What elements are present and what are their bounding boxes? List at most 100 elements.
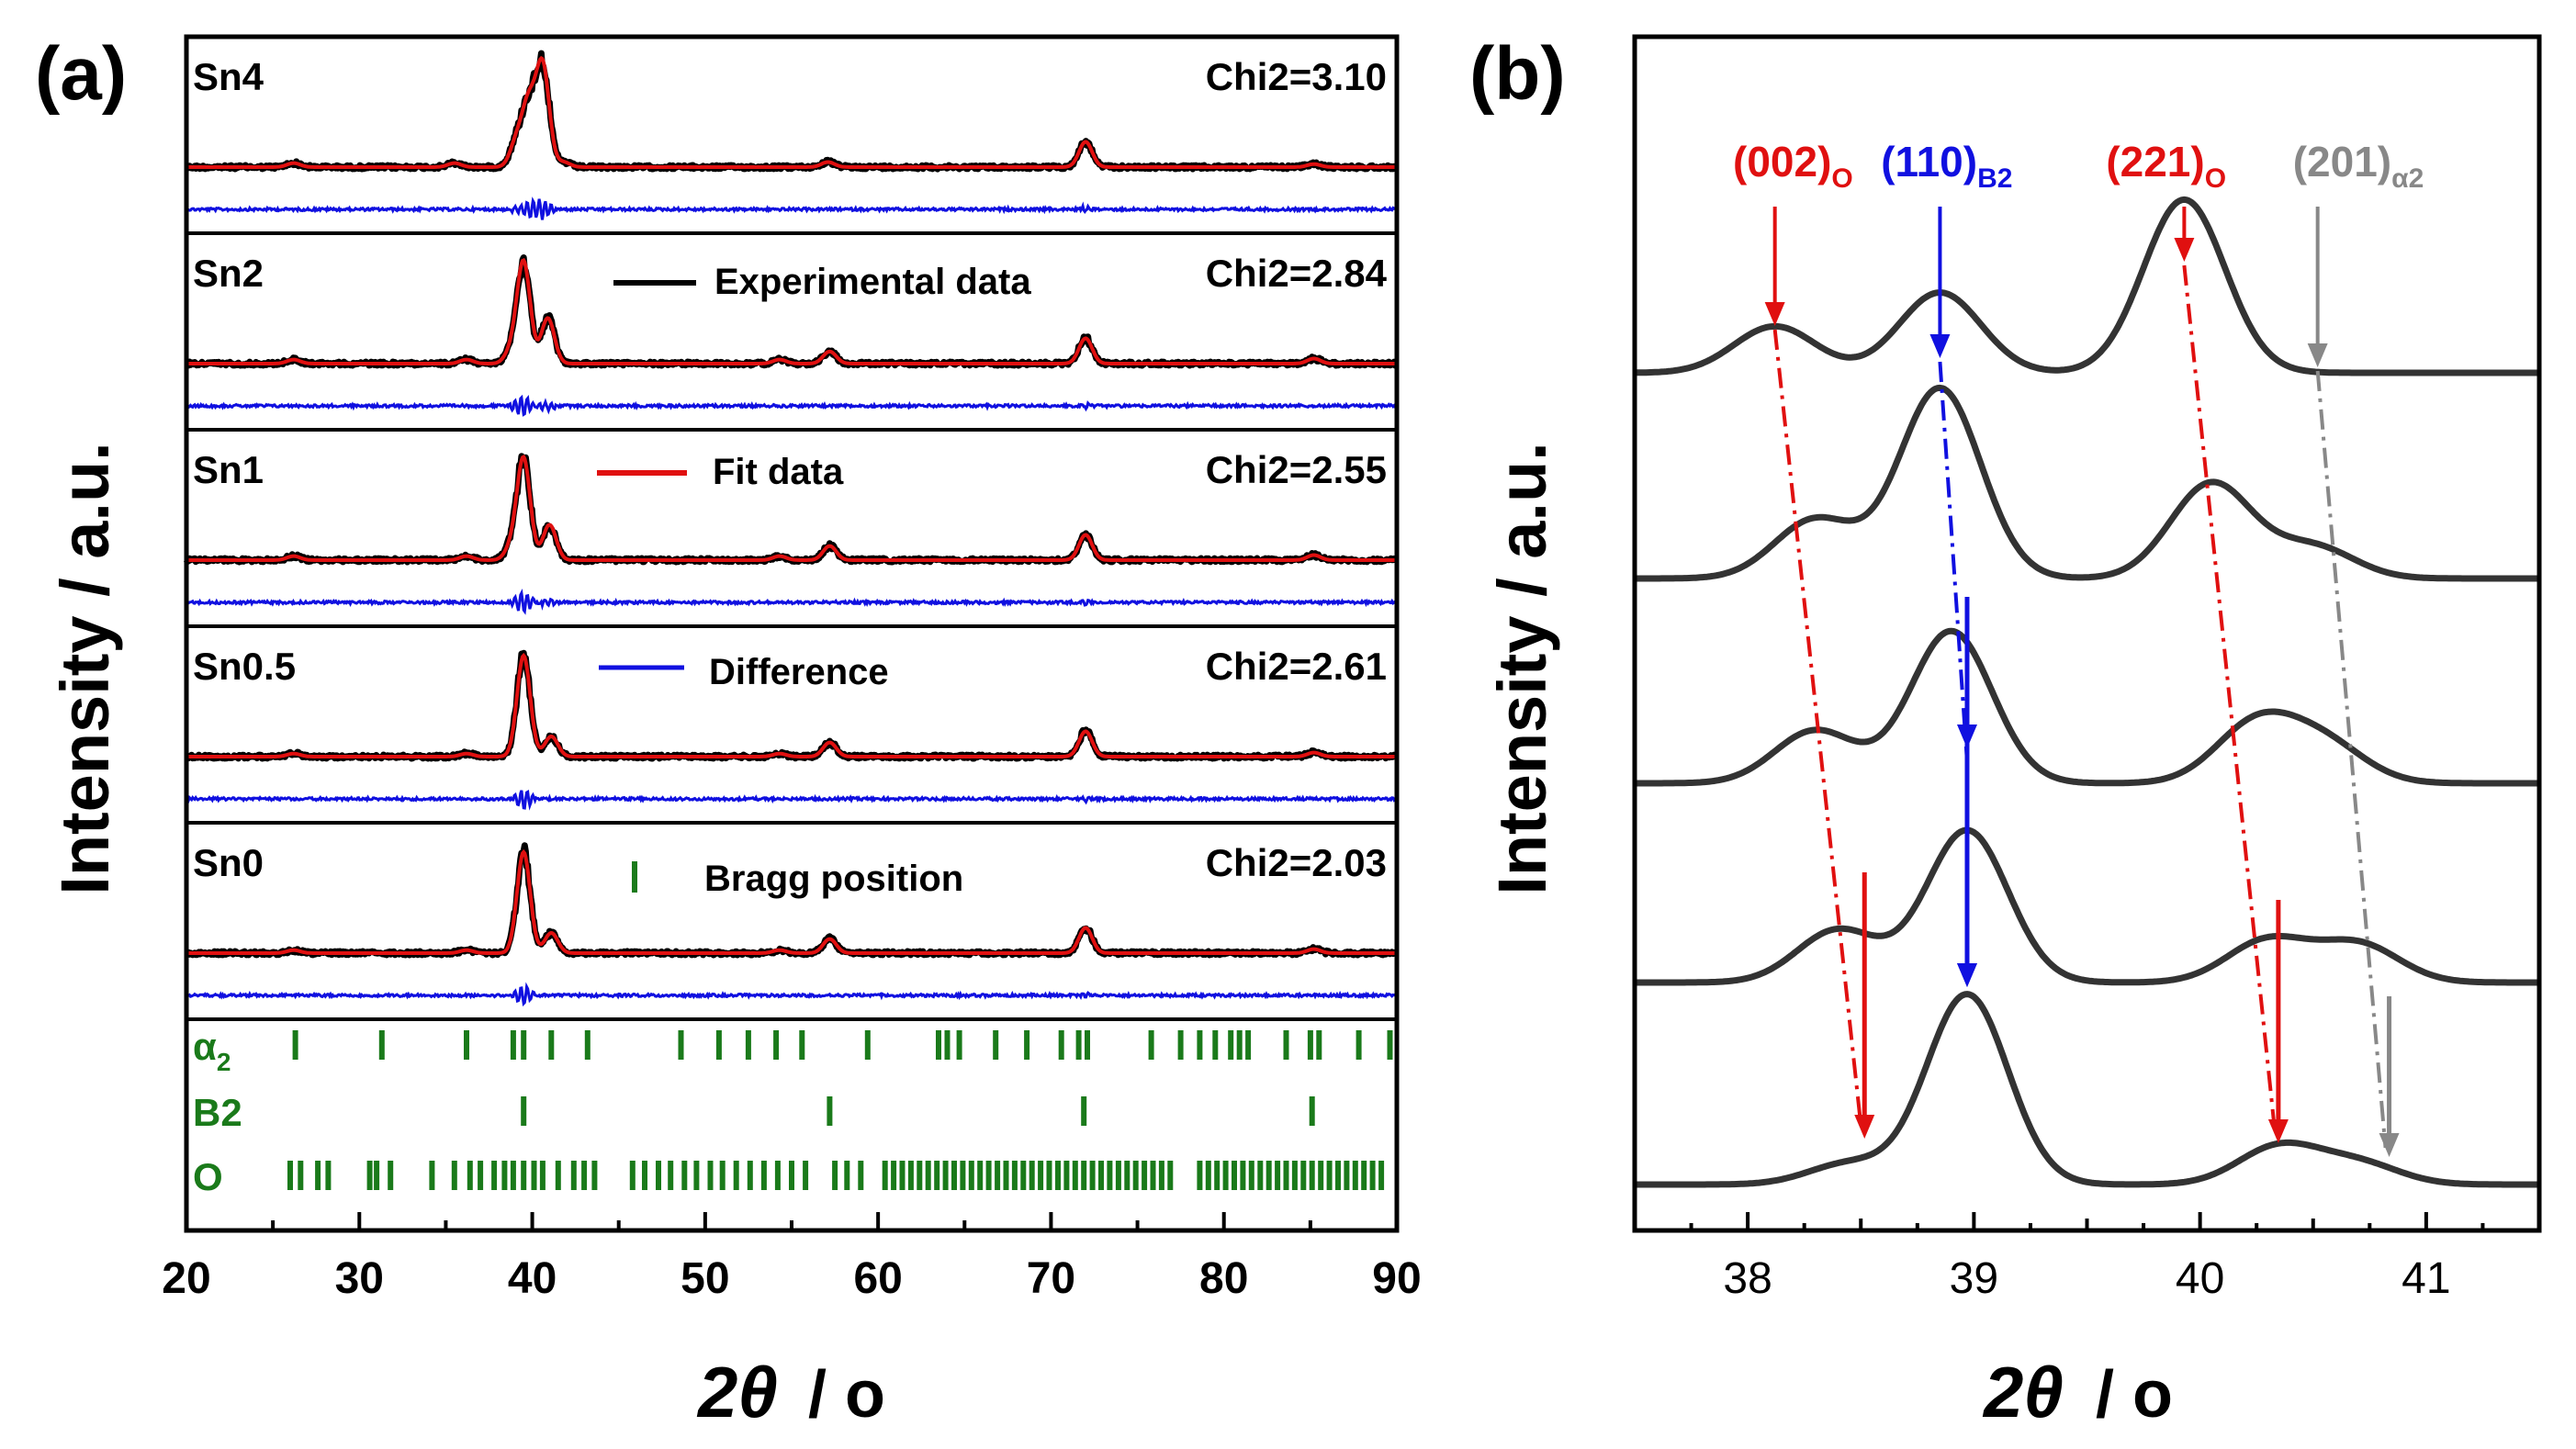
x-tick-label: 90 (1372, 1254, 1421, 1303)
panel-b-frame (1632, 34, 2542, 1233)
bragg-tick (1167, 1161, 1174, 1190)
arrow-head (2174, 238, 2195, 262)
bragg-tick (960, 1161, 966, 1190)
bragg-row-label-sub: 2 (217, 1048, 231, 1076)
bragg-tick (1248, 1161, 1254, 1190)
bragg-tick (1115, 1161, 1121, 1190)
bragg-tick (1089, 1161, 1096, 1190)
bragg-tick (1055, 1161, 1061, 1190)
bragg-tick (287, 1161, 293, 1190)
annotation-label: (201)α2 (2293, 138, 2424, 194)
bragg-tick (1369, 1161, 1376, 1190)
bragg-tick (315, 1161, 321, 1190)
bragg-tick (864, 1030, 871, 1060)
bragg-tick (1344, 1161, 1350, 1190)
annotation-label: (110)B2 (1881, 138, 2012, 194)
x-tick-label: 40 (508, 1254, 557, 1303)
bragg-tick (1158, 1161, 1164, 1190)
bragg-tick (539, 1161, 546, 1190)
bragg-tick (995, 1161, 1001, 1190)
x-tick-label: 70 (1027, 1254, 1075, 1303)
difference-curve (186, 982, 1398, 1007)
x-tick-label: 50 (681, 1254, 729, 1303)
sample-name: Sn1 (193, 448, 264, 491)
arrow-head (2307, 343, 2328, 367)
legend-fit-label: Fit data (713, 452, 844, 492)
bragg-tick (1124, 1161, 1131, 1190)
panel-a-ylabel: Intensity / a.u. (47, 442, 123, 894)
bragg-tick (629, 1161, 636, 1190)
sample-sn0: Sn0 Chi2=2.03 (184, 821, 1400, 1007)
annotation-3: (201)α2 (2293, 138, 2424, 1157)
bragg-tick (451, 1161, 457, 1190)
bragg-tick (925, 1161, 931, 1190)
bragg-tick (747, 1161, 753, 1190)
bragg-tick (464, 1030, 469, 1060)
bragg-tick (882, 1161, 888, 1190)
bragg-tick (774, 1161, 781, 1190)
bragg-tick (1020, 1161, 1027, 1190)
bragg-tick (570, 1161, 577, 1190)
bragg-tick (773, 1030, 780, 1060)
panel-a-label: (a) (35, 32, 127, 116)
sample-sn1: Sn1 Chi2=2.55 (183, 428, 1400, 615)
x-tick-label: 60 (853, 1254, 902, 1303)
arrow-head (1956, 963, 1977, 987)
bragg-tick (789, 1161, 794, 1190)
bragg-tick (1378, 1161, 1385, 1190)
bragg-tick (733, 1161, 739, 1190)
difference-curve (185, 197, 1397, 220)
bragg-tick (1148, 1030, 1154, 1060)
bragg-tick (521, 1161, 527, 1190)
bragg-tick (584, 1030, 591, 1060)
bragg-tick (832, 1161, 838, 1190)
bragg-tick (521, 1030, 527, 1060)
bragg-tick (917, 1161, 923, 1190)
chi2-value: Chi2=2.61 (1206, 645, 1387, 688)
sample-name: Sn0.5 (193, 645, 296, 688)
bragg-tick (1257, 1161, 1264, 1190)
bragg-tick (803, 1161, 809, 1190)
bragg-tick (1085, 1030, 1090, 1060)
sample-name: Sn2 (193, 252, 264, 295)
bragg-tick (715, 1030, 722, 1060)
bragg-tick (1197, 1030, 1203, 1060)
panel-a-xlabel-symbol: 2θ (696, 1352, 778, 1432)
annotation-guide (1772, 329, 1863, 1126)
x-tick-label: 38 (1723, 1254, 1772, 1303)
bragg-tick (827, 1096, 833, 1126)
panel-b-ylabel: Intensity / a.u. (1484, 442, 1560, 894)
difference-curve (185, 789, 1398, 811)
bragg-tick (501, 1161, 508, 1190)
bragg-tick (1307, 1030, 1313, 1060)
bragg-tick (1046, 1161, 1052, 1190)
bragg-tick (429, 1161, 435, 1190)
bragg-tick (1075, 1030, 1082, 1060)
fit-curve (186, 257, 1397, 365)
bragg-tick (934, 1161, 940, 1190)
x-tick-label: 80 (1199, 1254, 1248, 1303)
bragg-tick (1081, 1096, 1087, 1126)
bragg-tick (1197, 1161, 1203, 1190)
bragg-tick (678, 1030, 684, 1060)
bragg-row-0: α2 (193, 1025, 1393, 1076)
bragg-tick (378, 1030, 385, 1060)
bragg-tick (1291, 1161, 1298, 1190)
bragg-tick (1132, 1161, 1139, 1190)
bragg-tick (977, 1161, 984, 1190)
bragg-tick (681, 1161, 688, 1190)
bragg-row-label: B2 (193, 1091, 242, 1134)
bragg-tick (1024, 1030, 1030, 1060)
bragg-row-label: O (193, 1155, 223, 1198)
bragg-tick (548, 1030, 555, 1060)
bragg-tick (1240, 1161, 1246, 1190)
annotation-label-sub: O (1831, 163, 1852, 194)
bragg-tick (1316, 1030, 1322, 1060)
bragg-tick (956, 1030, 962, 1060)
bragg-tick (1205, 1161, 1211, 1190)
bragg-row-label: α2 (193, 1025, 231, 1076)
bragg-tick (1355, 1030, 1362, 1060)
bragg-tick (1063, 1161, 1070, 1190)
bragg-tick (388, 1161, 394, 1190)
